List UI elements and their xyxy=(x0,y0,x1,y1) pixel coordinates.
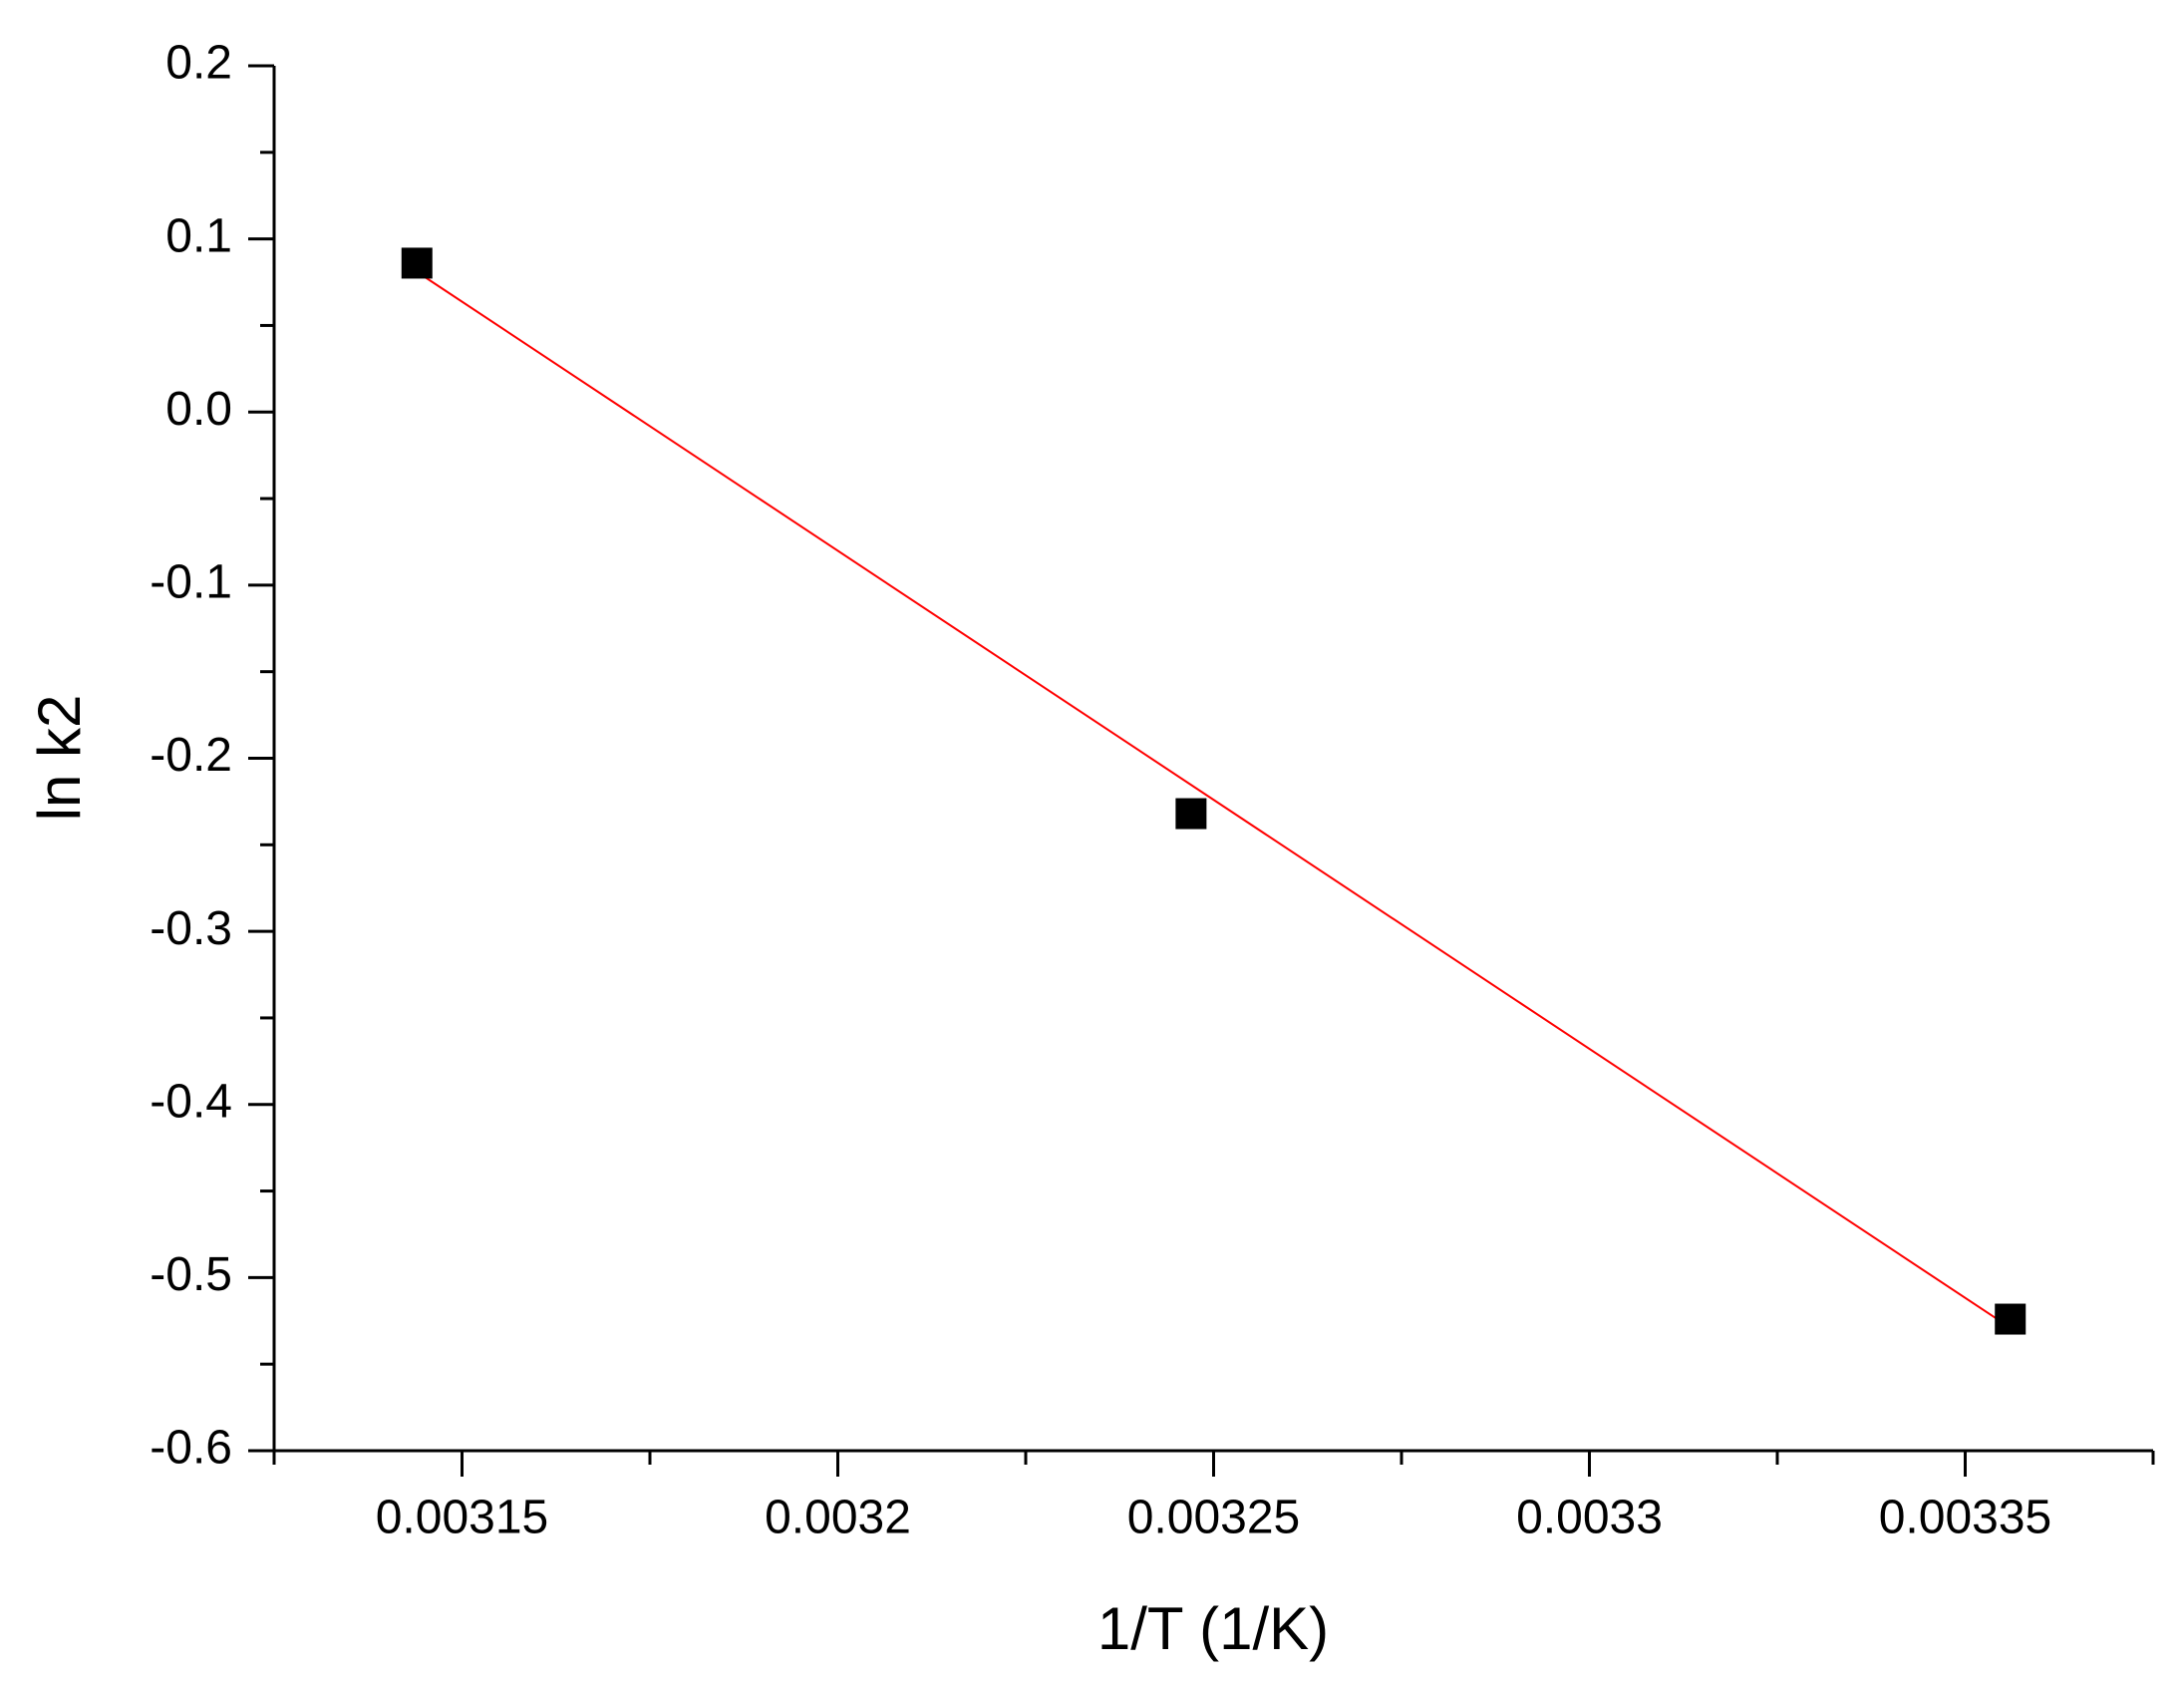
y-axis-title: ln k2 xyxy=(26,695,93,822)
data-point xyxy=(1995,1303,2027,1335)
y-tick-label: 0.0 xyxy=(165,383,232,436)
x-axis-title: 1/T (1/K) xyxy=(1097,1595,1329,1662)
y-tick-label: 0.2 xyxy=(165,37,232,90)
y-tick-label: -0.5 xyxy=(150,1248,232,1301)
y-tick-label: -0.2 xyxy=(150,729,232,782)
x-tick-label: 0.0032 xyxy=(765,1492,911,1544)
y-tick-label: -0.3 xyxy=(150,902,232,955)
fit-line xyxy=(416,270,2012,1329)
x-tick-label: 0.00315 xyxy=(376,1492,549,1544)
data-point xyxy=(1175,798,1207,830)
x-tick-label: 0.00335 xyxy=(1879,1492,2052,1544)
y-tick-label: -0.4 xyxy=(150,1075,232,1128)
x-tick-label: 0.00325 xyxy=(1127,1492,1301,1544)
x-tick-label: 0.0033 xyxy=(1516,1492,1663,1544)
data-point xyxy=(401,247,433,279)
y-tick-label: 0.1 xyxy=(165,209,232,262)
y-tick-label: -0.1 xyxy=(150,556,232,609)
y-tick-label: -0.6 xyxy=(150,1422,232,1475)
